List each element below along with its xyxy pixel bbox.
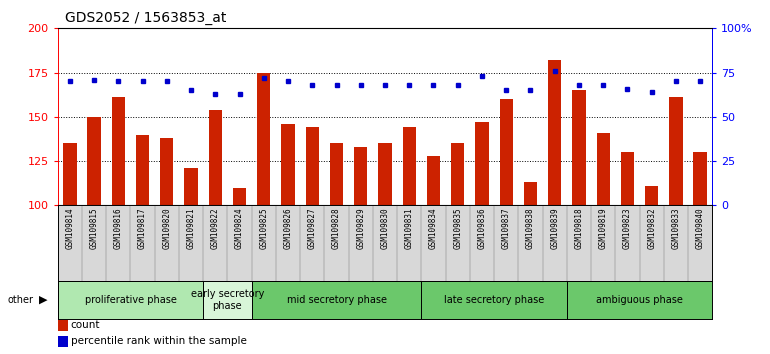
Text: GSM109822: GSM109822 bbox=[211, 207, 219, 249]
Bar bbox=[354, 147, 367, 205]
Bar bbox=[88, 117, 101, 205]
Text: other: other bbox=[8, 295, 34, 305]
Text: GSM109823: GSM109823 bbox=[623, 207, 632, 249]
Text: GSM109815: GSM109815 bbox=[89, 207, 99, 249]
Text: GSM109824: GSM109824 bbox=[235, 207, 244, 249]
Bar bbox=[252, 281, 421, 319]
Bar bbox=[621, 152, 634, 205]
Text: ▶: ▶ bbox=[38, 295, 47, 305]
Text: proliferative phase: proliferative phase bbox=[85, 295, 176, 305]
Text: GSM109834: GSM109834 bbox=[429, 207, 438, 249]
Text: GSM109814: GSM109814 bbox=[65, 207, 75, 249]
Bar bbox=[281, 124, 295, 205]
Text: mid secretory phase: mid secretory phase bbox=[286, 295, 387, 305]
Bar bbox=[597, 133, 610, 205]
Bar bbox=[257, 73, 270, 205]
Text: count: count bbox=[71, 320, 100, 330]
Bar bbox=[160, 138, 173, 205]
Bar bbox=[451, 143, 464, 205]
Text: GSM109838: GSM109838 bbox=[526, 207, 535, 249]
Text: GSM109820: GSM109820 bbox=[162, 207, 172, 249]
Text: GSM109818: GSM109818 bbox=[574, 207, 584, 249]
Text: GSM109831: GSM109831 bbox=[405, 207, 413, 249]
Text: GSM109835: GSM109835 bbox=[454, 207, 462, 249]
Text: GSM109833: GSM109833 bbox=[671, 207, 681, 249]
Text: GSM109840: GSM109840 bbox=[695, 207, 705, 249]
Bar bbox=[421, 281, 567, 319]
Text: GSM109827: GSM109827 bbox=[308, 207, 316, 249]
Bar bbox=[209, 110, 222, 205]
Text: GSM109816: GSM109816 bbox=[114, 207, 123, 249]
Bar bbox=[645, 186, 658, 205]
Bar bbox=[694, 152, 707, 205]
Bar bbox=[203, 281, 252, 319]
Text: ambiguous phase: ambiguous phase bbox=[596, 295, 683, 305]
Text: GSM109817: GSM109817 bbox=[138, 207, 147, 249]
Bar bbox=[669, 97, 682, 205]
Text: late secretory phase: late secretory phase bbox=[444, 295, 544, 305]
Bar bbox=[403, 127, 416, 205]
Text: GSM109839: GSM109839 bbox=[551, 207, 559, 249]
Text: GSM109829: GSM109829 bbox=[357, 207, 365, 249]
Text: GSM109830: GSM109830 bbox=[380, 207, 390, 249]
Bar bbox=[378, 143, 392, 205]
Bar bbox=[427, 156, 440, 205]
Bar bbox=[548, 60, 561, 205]
Text: early secretory
phase: early secretory phase bbox=[191, 289, 264, 311]
Bar bbox=[572, 90, 586, 205]
Bar bbox=[63, 143, 76, 205]
Bar bbox=[184, 168, 198, 205]
Text: GSM109837: GSM109837 bbox=[502, 207, 511, 249]
Bar bbox=[58, 281, 203, 319]
Text: GSM109828: GSM109828 bbox=[332, 207, 341, 249]
Bar bbox=[500, 99, 513, 205]
Text: GSM109819: GSM109819 bbox=[598, 207, 608, 249]
Bar bbox=[330, 143, 343, 205]
Bar bbox=[136, 135, 149, 205]
Text: GSM109836: GSM109836 bbox=[477, 207, 487, 249]
Bar bbox=[112, 97, 125, 205]
Text: GSM109826: GSM109826 bbox=[283, 207, 293, 249]
Text: GSM109825: GSM109825 bbox=[259, 207, 268, 249]
Text: GDS2052 / 1563853_at: GDS2052 / 1563853_at bbox=[65, 11, 227, 25]
Bar bbox=[233, 188, 246, 205]
Text: GSM109821: GSM109821 bbox=[186, 207, 196, 249]
Text: GSM109832: GSM109832 bbox=[647, 207, 656, 249]
Bar bbox=[475, 122, 489, 205]
Bar bbox=[567, 281, 712, 319]
Text: percentile rank within the sample: percentile rank within the sample bbox=[71, 336, 246, 346]
Bar bbox=[524, 182, 537, 205]
Bar bbox=[306, 127, 319, 205]
